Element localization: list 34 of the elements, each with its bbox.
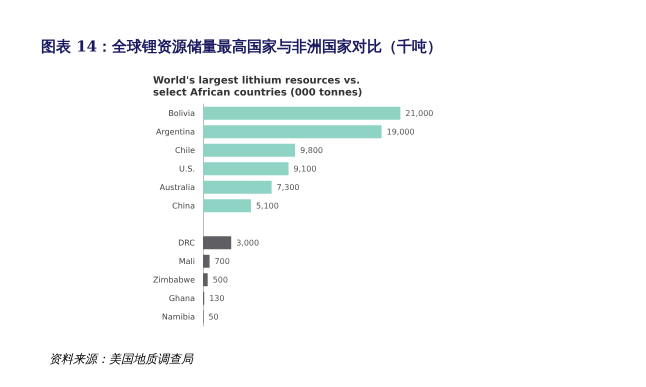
- y-tick-label: Zimbabwe: [152, 275, 196, 284]
- chart-title: 图表 14：全球锂资源储量最高国家与非洲国家对比（千吨）: [41, 38, 442, 56]
- data-label: 9,800: [300, 146, 324, 155]
- data-label: 19,000: [386, 127, 415, 136]
- y-tick-label: DRC: [178, 238, 196, 248]
- y-tick-label: China: [172, 201, 196, 210]
- data-label: 5,100: [256, 201, 279, 210]
- y-tick-label: Australia: [160, 182, 196, 192]
- bar: [203, 236, 232, 250]
- bar: [203, 162, 289, 176]
- data-label: 3,000: [236, 238, 260, 248]
- data-label: 500: [212, 275, 228, 284]
- data-label: 50: [208, 312, 219, 322]
- y-tick-label: Mali: [178, 256, 195, 266]
- data-label: 130: [209, 294, 225, 303]
- y-tick-label: Argentina: [156, 127, 196, 136]
- chart-subtitle: World's largest lithium resources vs. select African countries (000 tonnes): [153, 76, 364, 98]
- y-tick-label: Bolivia: [168, 108, 196, 118]
- data-label: 9,100: [294, 164, 316, 174]
- y-tick-label: Ghana: [168, 294, 196, 303]
- data-label: 21,000: [405, 108, 434, 118]
- text: 资料来源：美国地质调查局: [49, 352, 194, 366]
- bar: [203, 106, 400, 120]
- bar: [203, 144, 296, 157]
- bar: [203, 199, 251, 212]
- y-tick-label: Namibia: [162, 312, 196, 322]
- y-tick-label: U.S.: [178, 164, 195, 174]
- bar: [203, 273, 208, 286]
- data-label: 7,300: [276, 182, 300, 192]
- data-label: 700: [214, 256, 230, 266]
- bar: [203, 254, 210, 268]
- bar: [203, 125, 382, 138]
- bar: [203, 180, 272, 194]
- y-tick-label: Chile: [174, 146, 196, 155]
